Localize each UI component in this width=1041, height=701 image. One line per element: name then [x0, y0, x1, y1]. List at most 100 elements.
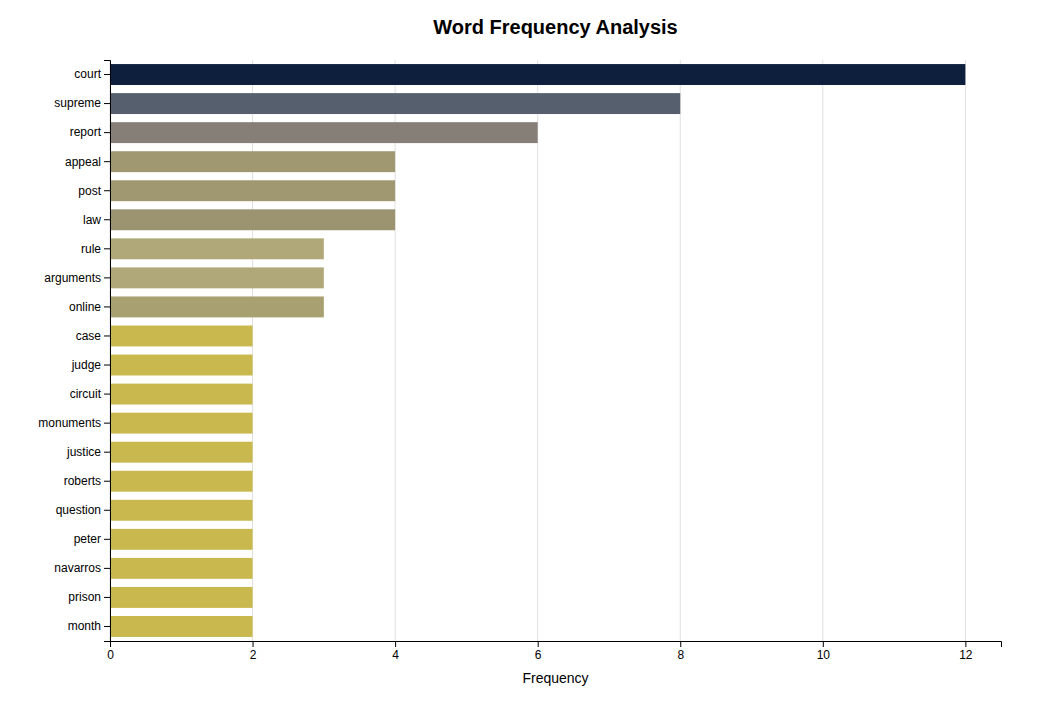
bar	[110, 151, 395, 172]
bar	[110, 471, 253, 492]
tick: rule	[81, 242, 110, 256]
grid-line	[252, 60, 253, 641]
bar	[110, 238, 324, 259]
bars	[110, 64, 965, 637]
tick-mark	[104, 597, 110, 598]
tick-label: 8	[677, 648, 684, 662]
chart: 0 2 4 6 8 10 12 court supreme report appeal post law…	[0, 0, 1041, 701]
tick: post	[78, 184, 110, 198]
tick-label: case	[76, 329, 102, 343]
tick-mark	[104, 365, 110, 366]
bar	[110, 529, 253, 550]
tick-mark	[104, 306, 110, 307]
tick: 10	[817, 641, 831, 662]
tick-mark	[104, 103, 110, 104]
tick: prison	[68, 590, 110, 604]
bar	[110, 500, 253, 521]
tick: online	[69, 300, 110, 314]
tick-label: online	[69, 300, 101, 314]
tick-label: 4	[392, 648, 399, 662]
bar	[110, 209, 395, 230]
plot: 0 2 4 6 8 10 12 court supreme report appeal post law…	[38, 60, 1001, 662]
bar	[110, 384, 253, 405]
tick-mark	[395, 641, 396, 647]
grid-line	[822, 60, 823, 641]
tick-mark	[104, 481, 110, 482]
bar	[110, 413, 253, 434]
grid-line	[395, 60, 396, 641]
tick-mark	[104, 539, 110, 540]
tick: 4	[392, 641, 399, 662]
tick: case	[76, 329, 110, 343]
tick-label: report	[70, 125, 102, 139]
tick-label: 0	[107, 648, 114, 662]
tick-label: circuit	[70, 387, 102, 401]
tick: circuit	[70, 387, 110, 401]
tick-mark	[538, 641, 539, 647]
tick-mark	[104, 626, 110, 627]
tick-mark	[104, 277, 110, 278]
tick-label: peter	[74, 532, 101, 546]
title: Word Frequency Analysis	[433, 16, 678, 38]
tick: month	[68, 619, 110, 633]
tick: 12	[959, 641, 973, 662]
tick-mark	[823, 641, 824, 647]
tick-label: 10	[817, 648, 831, 662]
tick: navarros	[54, 561, 110, 575]
bar	[110, 442, 253, 463]
tick-label: law	[83, 213, 101, 227]
tick-mark	[680, 641, 681, 647]
bar	[110, 355, 253, 376]
tick: court	[74, 67, 110, 81]
bar	[110, 122, 538, 143]
bar	[110, 558, 253, 579]
axis-line	[111, 642, 1002, 648]
tick-mark	[104, 510, 110, 511]
tick: monuments	[38, 416, 110, 430]
tick: law	[83, 213, 110, 227]
bar	[110, 180, 395, 201]
tick-label: monuments	[38, 416, 101, 430]
tick-label: 12	[959, 648, 973, 662]
tick-mark	[104, 452, 110, 453]
tick-label: court	[74, 67, 101, 81]
tick-label: justice	[66, 445, 101, 459]
bar	[110, 616, 253, 637]
tick-label: 6	[535, 648, 542, 662]
grid-line	[965, 60, 966, 641]
tick-mark	[104, 190, 110, 191]
x-axis: 0 2 4 6 8 10 12	[107, 641, 1001, 662]
tick-label: supreme	[54, 96, 101, 110]
tick: 8	[677, 641, 684, 662]
tick: justice	[66, 445, 110, 459]
tick: roberts	[64, 474, 110, 488]
tick: appeal	[65, 155, 110, 169]
tick-mark	[104, 568, 110, 569]
tick-label: navarros	[54, 561, 101, 575]
tick: question	[56, 503, 110, 517]
tick-label: roberts	[64, 474, 101, 488]
tick-mark	[104, 74, 110, 75]
tick-mark	[253, 641, 254, 647]
tick-mark	[104, 132, 110, 133]
tick-label: post	[78, 184, 101, 198]
tick: 2	[250, 641, 257, 662]
tick-mark	[104, 219, 110, 220]
tick: 6	[535, 641, 542, 662]
bar	[110, 267, 324, 288]
tick-mark	[104, 335, 110, 336]
tick: 0	[107, 641, 114, 662]
bar	[110, 587, 253, 608]
x-axis-title: Frequency	[522, 670, 588, 686]
tick: arguments	[44, 271, 110, 285]
tick-label: appeal	[65, 155, 101, 169]
tick-mark	[104, 161, 110, 162]
tick-label: question	[56, 503, 101, 517]
bar	[110, 64, 965, 85]
tick: peter	[74, 532, 110, 546]
bar	[110, 93, 680, 114]
tick-label: prison	[68, 590, 101, 604]
tick-label: judge	[71, 358, 102, 372]
grid-line	[537, 60, 538, 641]
tick-label: 2	[250, 648, 257, 662]
